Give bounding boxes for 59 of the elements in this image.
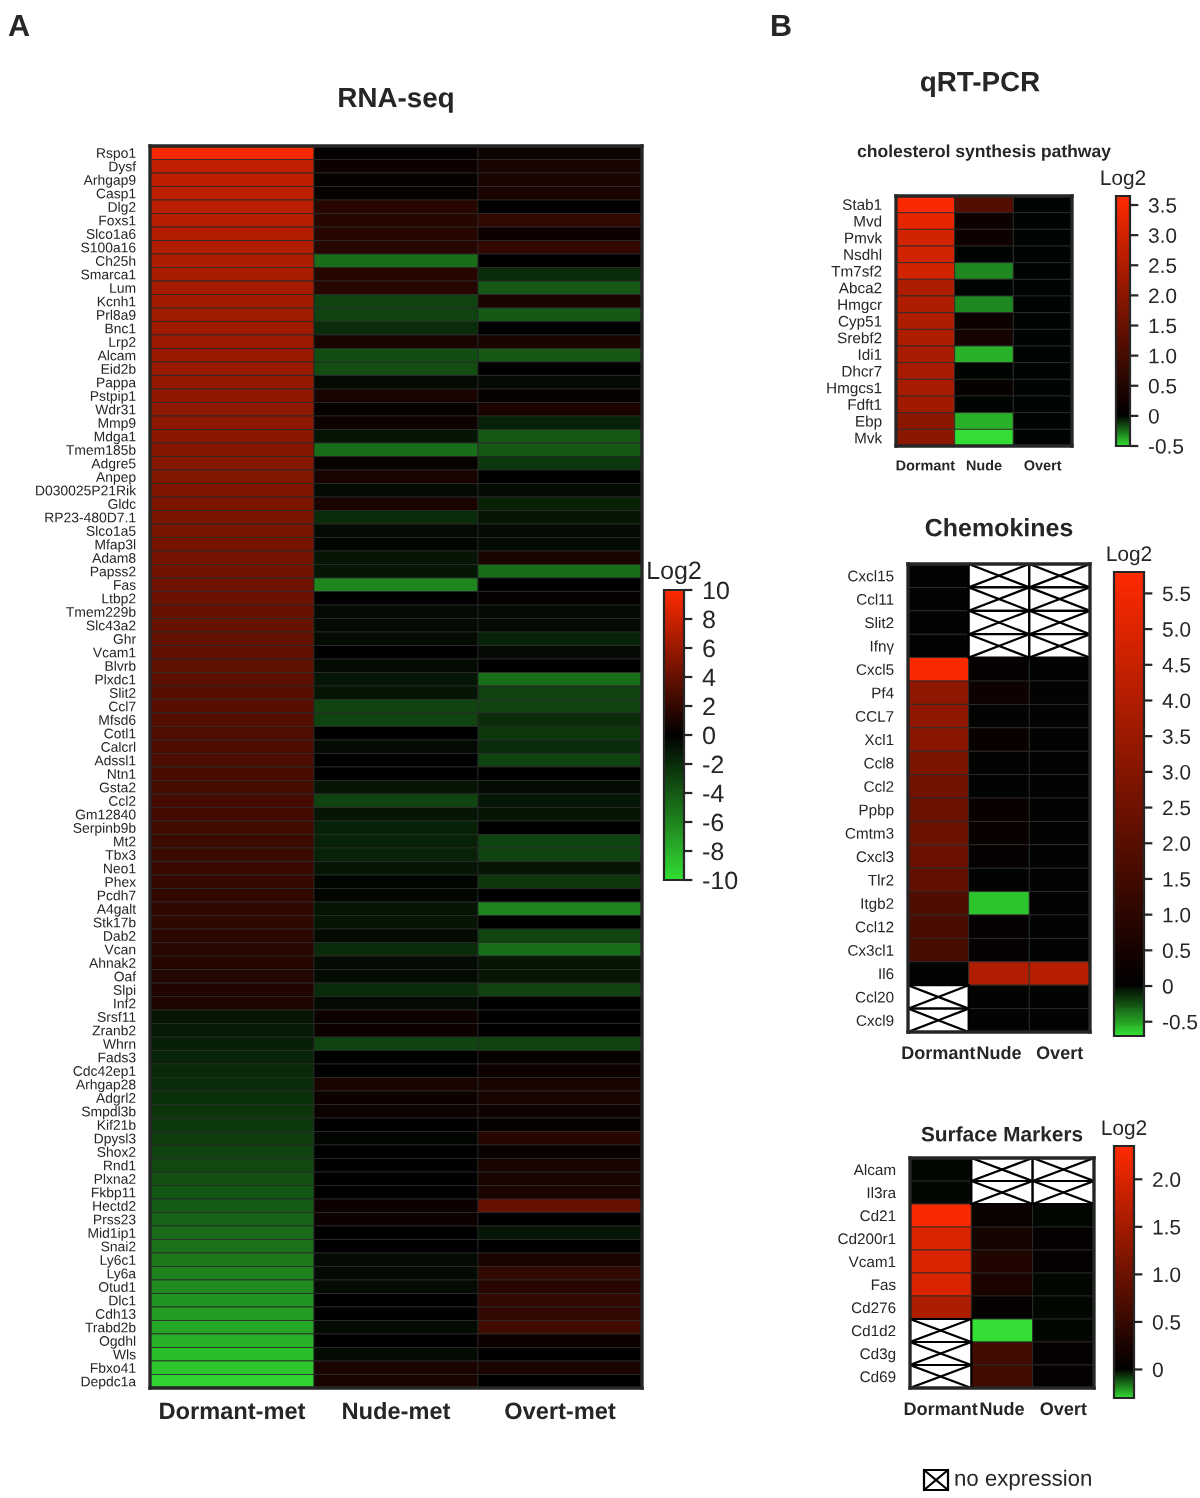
color-bar-title: Log2 — [648, 561, 701, 585]
chart-title: Surface Markers — [921, 1126, 1083, 1142]
chart-title: cholesterol synthesis pathway — [857, 144, 1111, 161]
chart-title: RNA-seq — [339, 88, 453, 113]
color-bar-label: 0.5 — [1162, 943, 1191, 959]
color-bar-label: 10 — [703, 581, 729, 600]
color-bar-label: 1.5 — [1163, 872, 1191, 887]
color-bar-label: 3.5 — [1148, 198, 1177, 213]
color-bar-label: -2 — [703, 755, 724, 774]
x-tick-label: Nude-met — [343, 1401, 451, 1420]
color-bar-label: -0.5 — [1162, 1014, 1198, 1030]
color-bar-label: 3.0 — [1148, 228, 1177, 243]
color-bar-title: Log2 — [1101, 170, 1146, 190]
color-bar-label: 4 — [702, 668, 716, 687]
color-bar-label: -0.5 — [1148, 439, 1184, 454]
color-bar-label: -4 — [703, 784, 724, 803]
color-bar-title: Log2 — [1107, 546, 1152, 566]
color-bar-label: 0 — [1148, 408, 1159, 424]
color-bar-label: 8 — [703, 610, 715, 629]
x-tick-label: Overt — [1040, 1402, 1087, 1416]
color-bar-label: 4.0 — [1162, 693, 1191, 709]
color-bar-label: 1.0 — [1153, 1267, 1181, 1283]
x-tick-label: Dormant — [904, 1402, 978, 1416]
color-bar-label: 2 — [703, 697, 715, 716]
color-bar-label: 1.0 — [1163, 907, 1191, 923]
color-bar-label: -6 — [703, 813, 724, 832]
text: A — [8, 14, 30, 36]
color-bar-label: 3.5 — [1162, 729, 1191, 744]
x-tick-label: Nude — [977, 1045, 1021, 1060]
color-bar-label: 1.5 — [1153, 1220, 1181, 1235]
color-bar-title: Log2 — [1102, 1120, 1147, 1140]
text: qRT-PCR — [920, 71, 1040, 97]
x-tick-label: Dormant — [902, 1046, 976, 1060]
text: no expression — [955, 1469, 1091, 1491]
color-bar-label: 2.0 — [1153, 1172, 1181, 1188]
color-bar-label: 2.0 — [1149, 288, 1177, 304]
x-tick-label: Nude — [980, 1401, 1024, 1416]
color-bar-label: 0 — [1152, 1362, 1163, 1378]
color-bar-label: 0 — [703, 726, 715, 745]
x-tick-label: Overt-met — [505, 1402, 616, 1420]
color-bar-label: 3.0 — [1162, 764, 1191, 780]
color-bar-label: 1.5 — [1149, 318, 1177, 334]
color-bar-label: 0.5 — [1152, 1314, 1181, 1330]
x-tick-label: Dormant-met — [160, 1402, 306, 1420]
color-bar-label: 2.5 — [1163, 800, 1191, 816]
color-bar-label: 4.5 — [1162, 658, 1191, 673]
text: B — [772, 14, 791, 36]
x-tick-label: Overt — [1036, 1046, 1084, 1060]
color-bar-label: 5.0 — [1162, 622, 1191, 637]
color-bar-label: 5.5 — [1162, 586, 1191, 602]
color-bar-label: 2.0 — [1163, 836, 1191, 852]
color-bar-label: 6 — [703, 639, 715, 658]
color-bar-label: -10 — [703, 871, 738, 890]
color-bar-label: -8 — [703, 842, 724, 861]
color-bar-label: 1.0 — [1149, 348, 1177, 364]
chart-title: Chemokines — [925, 518, 1073, 537]
color-bar-label: 0.5 — [1148, 378, 1177, 394]
color-bar-label: 2.5 — [1149, 258, 1177, 274]
color-bar-label: 0 — [1162, 979, 1173, 994]
